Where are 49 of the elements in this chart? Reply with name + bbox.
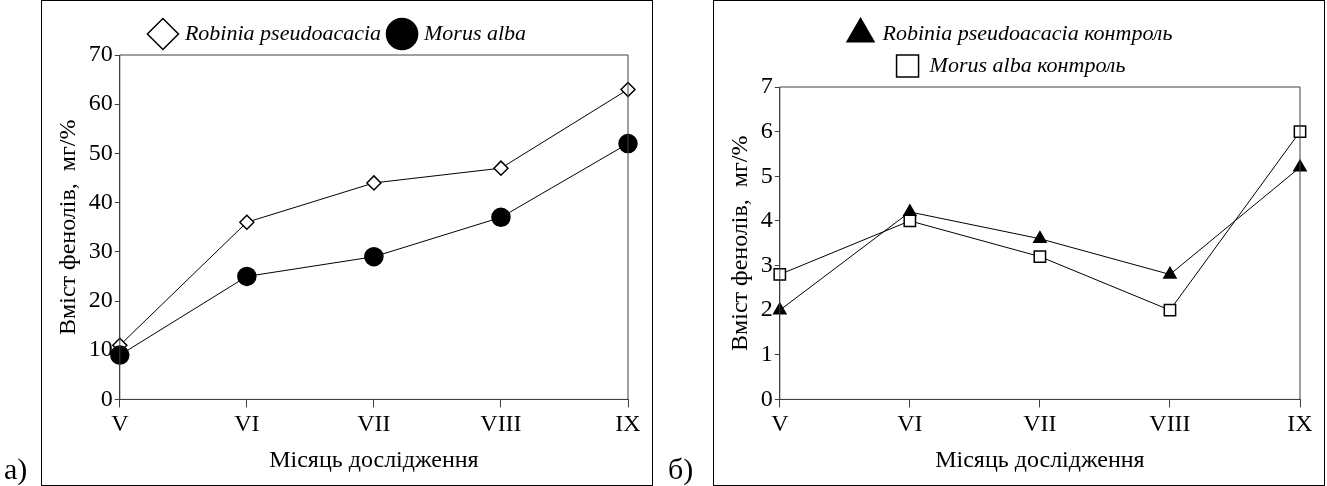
y-tick-label: 0 xyxy=(100,384,113,411)
y-tick-label: 5 xyxy=(760,161,773,188)
y-axis-title: Вміст фенолів, мг/% xyxy=(53,119,80,335)
y-tick-label: 10 xyxy=(88,335,113,362)
point xyxy=(903,214,917,228)
point xyxy=(493,160,509,176)
x-axis-title: Місяць дослідження xyxy=(269,445,479,472)
point xyxy=(237,266,257,287)
y-tick-label: 70 xyxy=(88,40,113,67)
point xyxy=(110,345,130,365)
y-tick-label: 30 xyxy=(88,237,113,264)
text: б) xyxy=(668,452,694,486)
point xyxy=(366,175,382,191)
x-tick-label: V xyxy=(111,410,130,437)
point xyxy=(1163,303,1177,317)
point xyxy=(491,207,511,228)
y-tick-label: 50 xyxy=(88,138,113,165)
point xyxy=(239,214,255,231)
legend-label: Robinia pseudoacacia xyxy=(183,19,382,45)
legend-label: Robinia pseudoacacia контроль xyxy=(881,19,1173,45)
y-axis-title: Вміст фенолів, мг/% xyxy=(725,135,752,351)
legend-label: Morus alba xyxy=(423,19,527,45)
x-tick-label: VII xyxy=(1023,410,1057,437)
x-tick-label: VIII xyxy=(1149,410,1191,437)
x-tick-label: IX xyxy=(615,410,641,437)
y-tick-label: 60 xyxy=(88,89,113,116)
x-tick-label: IX xyxy=(1287,410,1313,437)
x-tick-label: VIII xyxy=(480,410,522,437)
y-tick-label: 4 xyxy=(760,206,773,233)
y-tick-label: 6 xyxy=(760,116,773,143)
y-tick-label: 3 xyxy=(760,250,773,277)
y-tick-label: 20 xyxy=(88,286,113,313)
legend-label: Morus alba контроль xyxy=(928,51,1126,77)
point xyxy=(773,268,787,281)
point xyxy=(1033,230,1047,243)
y-tick-label: 0 xyxy=(760,384,773,411)
text: а) xyxy=(4,452,28,486)
x-tick-label: VI xyxy=(897,410,923,437)
x-tick-label: VII xyxy=(357,410,391,437)
y-tick-label: 2 xyxy=(760,295,773,322)
point xyxy=(364,246,384,267)
point xyxy=(1163,266,1177,279)
y-tick-label: 40 xyxy=(88,187,113,214)
y-tick-label: 1 xyxy=(760,340,773,367)
y-tick-label: 7 xyxy=(760,72,773,99)
x-tick-label: VI xyxy=(234,410,260,437)
x-axis-title: Місяць дослідження xyxy=(935,445,1145,472)
x-tick-label: V xyxy=(771,410,790,437)
point xyxy=(1033,250,1047,263)
